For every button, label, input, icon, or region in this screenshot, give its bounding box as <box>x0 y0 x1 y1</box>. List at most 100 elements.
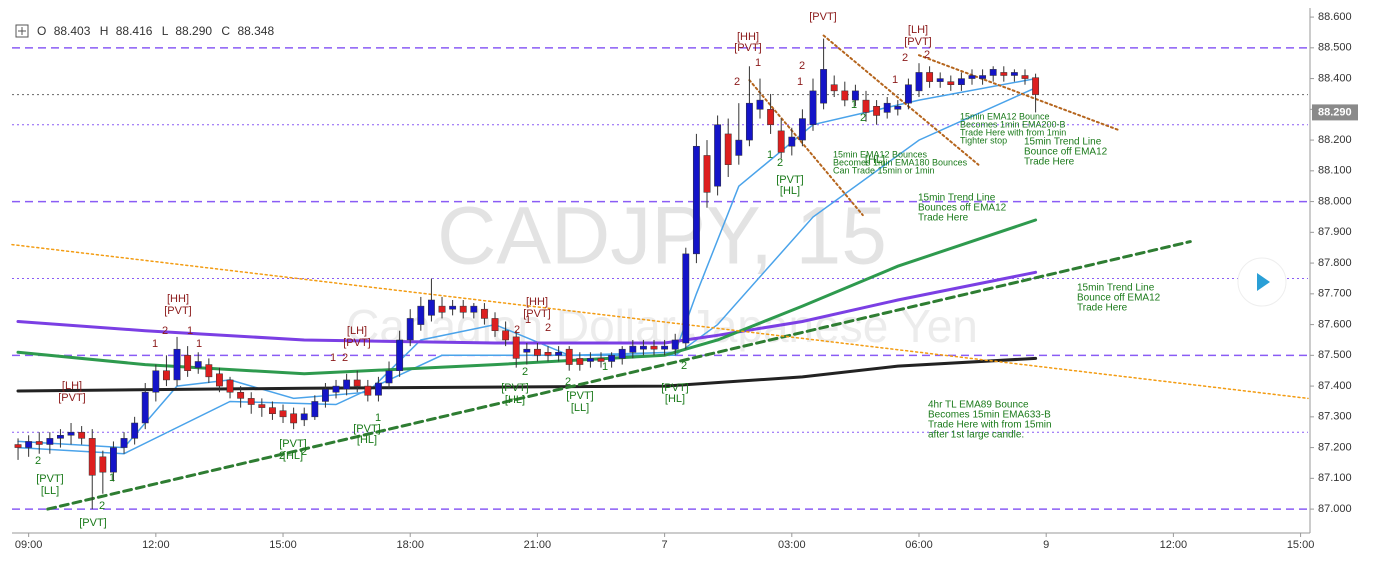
indicator-line <box>16 356 1038 393</box>
candle-body <box>205 364 213 378</box>
candle-body <box>798 118 806 141</box>
annotation: 1 <box>196 338 202 350</box>
candle-body <box>639 345 647 350</box>
candle-body <box>650 345 658 350</box>
candle-body <box>586 358 594 362</box>
annotation: 1 <box>755 57 761 69</box>
candle-body <box>385 370 393 384</box>
candle-body <box>78 431 86 439</box>
y-tick-label: 87.700 <box>1318 288 1352 300</box>
annotation: 1 <box>797 76 803 88</box>
expand-icon[interactable] <box>15 24 29 38</box>
candle-body <box>131 422 139 439</box>
annotation: [LL] <box>571 402 589 414</box>
candle-body <box>152 370 160 393</box>
y-tick-label: 87.300 <box>1318 411 1352 423</box>
candle-body <box>777 130 785 153</box>
candle-body <box>523 348 531 353</box>
annotation: 2 <box>514 324 520 336</box>
candle-body <box>788 136 796 147</box>
high-label: H <box>100 24 109 38</box>
play-button[interactable] <box>1237 257 1287 307</box>
candle-body <box>979 75 987 79</box>
candle-body <box>745 102 753 141</box>
y-tick-label: 88.500 <box>1318 42 1352 54</box>
annotation: [PVT] <box>809 11 837 23</box>
annotation: [HL] <box>505 394 525 406</box>
candle-body <box>968 75 976 79</box>
annotation: [PVT] <box>661 382 689 394</box>
candle-body <box>502 330 510 341</box>
candle-body <box>194 361 202 368</box>
x-tick-label: 21:00 <box>524 539 552 551</box>
candle-body <box>88 438 96 476</box>
candle-body <box>290 413 298 424</box>
annotation: [PVT] <box>79 517 107 529</box>
candle-body <box>862 99 870 113</box>
candle-body <box>692 145 700 255</box>
candle-body <box>120 438 128 448</box>
note-line: 15min Trend Line <box>1077 283 1155 294</box>
candle-body <box>321 388 329 402</box>
y-tick-label: 88.100 <box>1318 165 1352 177</box>
candle-body <box>597 358 605 362</box>
annotation: 1 <box>187 325 193 337</box>
annotation: [PVT] <box>523 308 551 320</box>
note-line: Bounces off EMA12 <box>918 203 1007 214</box>
candle-body <box>618 348 626 359</box>
candle-body <box>989 69 997 76</box>
annotation: [PVT] <box>279 438 307 450</box>
candle-body <box>820 69 828 104</box>
levels <box>12 47 1308 510</box>
y-tick-label: 87.100 <box>1318 472 1352 484</box>
candle-body <box>1032 77 1040 95</box>
annotation: 1 <box>109 472 115 484</box>
annotations: [LH][PVT][HH][PVT][LH][PVT][HH][PVT][HH]… <box>35 11 1161 529</box>
candle-body <box>512 336 520 359</box>
candle-body <box>565 348 573 365</box>
candle-body <box>332 385 340 393</box>
indicator-line <box>822 34 980 166</box>
candle-body <box>35 441 43 445</box>
y-tick-label: 87.200 <box>1318 441 1352 453</box>
annotation: [LH] <box>908 24 928 36</box>
high-value: 88.416 <box>116 24 153 38</box>
candle-body <box>491 318 499 331</box>
annotation: 1 <box>375 412 381 424</box>
watermark-symbol: CADJPY, 15 <box>437 191 887 282</box>
candle-body <box>14 444 22 448</box>
annotation: 2 <box>902 52 908 64</box>
candle-body <box>226 379 234 393</box>
indicator-line <box>918 54 1120 131</box>
candle-body <box>374 382 382 396</box>
candle-body <box>1010 72 1018 76</box>
indicator-line <box>11 243 1309 400</box>
note-line: Becomes 1min EMA200-B <box>960 119 1066 129</box>
candle-body <box>629 345 637 353</box>
annotation: [PVT] <box>164 305 192 317</box>
candle-body <box>141 391 149 424</box>
candle-body <box>470 305 478 313</box>
candle-body <box>57 435 64 439</box>
note-line: after 1st large candle. <box>928 430 1024 441</box>
annotation: 2 <box>342 352 348 364</box>
indicator-line <box>16 218 1038 376</box>
note-line: Trade Here with from 15min <box>928 420 1052 431</box>
candle-body <box>904 84 912 104</box>
note-line: Becomes 1min EMA180 Bounces <box>833 157 968 167</box>
candle-body <box>957 78 965 85</box>
price-badge <box>1312 104 1358 121</box>
annotation: [LH] <box>62 380 82 392</box>
candle-body <box>353 379 361 387</box>
candle-body <box>396 339 404 371</box>
candle-body <box>343 379 351 390</box>
annotation: 1 <box>602 361 608 373</box>
annotation: 1 <box>767 149 773 161</box>
candle-body <box>873 106 881 116</box>
low-value: 88.290 <box>175 24 212 38</box>
candle-body <box>661 345 669 350</box>
candle-body <box>237 391 245 399</box>
candle-body <box>99 456 107 473</box>
